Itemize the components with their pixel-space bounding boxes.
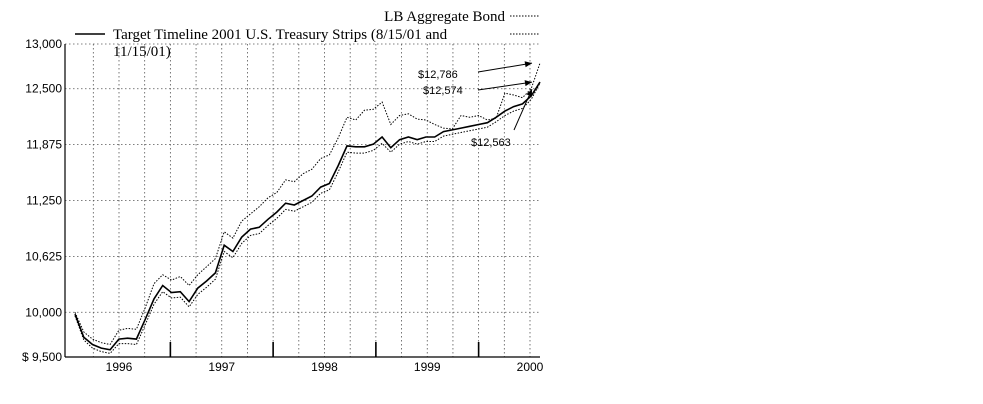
y-tick-labels: $ 9,500 10,000 10,625 11,250 11,875 12,500 13,… — [22, 37, 62, 364]
legend-label-line-1: Target Timeline 2001 U.S. Treasury Strip… — [113, 27, 448, 43]
annotation-arrowhead — [524, 80, 532, 87]
legend: LB Aggregate Bond Target Timeline 2001 U… — [75, 9, 540, 60]
annotation-label: $12,563 — [471, 137, 511, 149]
annotation-arrow-line — [477, 62, 533, 73]
annotation-label: $12,574 — [423, 85, 463, 97]
y-tick-label: 10,000 — [25, 305, 62, 319]
y-tick-label: 11,875 — [26, 138, 62, 152]
annotation-arrowhead — [524, 61, 532, 68]
x-tick-label: 2000 — [517, 360, 544, 374]
annotation-arrowhead — [526, 89, 532, 97]
annotation-label: $12,786 — [418, 69, 458, 81]
x-tick-labels: 1996 1997 1998 1999 2000 — [106, 360, 544, 374]
series-lines — [74, 62, 541, 354]
end-value-annotations: $12,786 $12,574 $12,563 — [418, 61, 533, 149]
x-tick-label: 1999 — [414, 360, 441, 374]
x-tick-label: 1998 — [311, 360, 338, 374]
x-tick-label: 1997 — [208, 360, 235, 374]
axes — [64, 44, 540, 358]
x-tick-label: 1996 — [106, 360, 133, 374]
annotation-arrow-line — [477, 81, 533, 91]
legend-label-line-2: 11/15/01) — [113, 44, 171, 60]
y-tick-label: 10,625 — [25, 249, 62, 263]
legend-label-lb-aggregate: LB Aggregate Bond — [384, 9, 505, 25]
y-tick-label: 13,000 — [25, 37, 62, 51]
legend-label-treasury-strips: Target Timeline 2001 U.S. Treasury Strip… — [113, 27, 451, 60]
grid-lines — [65, 43, 540, 357]
series-line-0 — [74, 62, 541, 346]
series-line-1 — [74, 81, 541, 351]
annotation-arrow-line — [513, 88, 533, 131]
y-tick-label: $ 9,500 — [22, 350, 62, 364]
series-line-2 — [74, 82, 541, 354]
y-tick-label: 11,250 — [26, 194, 62, 208]
y-tick-label: 12,500 — [25, 82, 62, 96]
x-axis-year-markers — [169, 342, 480, 357]
